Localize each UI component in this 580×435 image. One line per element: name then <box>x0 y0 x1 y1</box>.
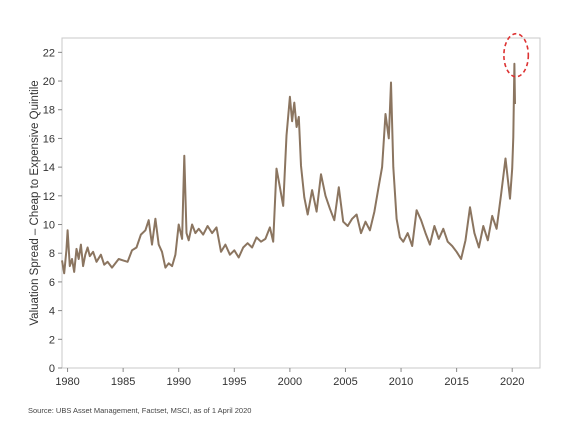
y-tick-label: 0 <box>49 363 55 375</box>
chart-axes <box>61 37 541 369</box>
y-tick-label: 10 <box>43 220 55 232</box>
y-tick-label: 4 <box>49 306 55 318</box>
y-axis-label: Valuation Spread – Cheap to Expensive Qu… <box>29 80 41 325</box>
x-tick-label: 1980 <box>55 376 79 388</box>
plot-frame <box>61 37 541 369</box>
y-tick-label: 6 <box>49 277 55 289</box>
x-tick-label: 1995 <box>222 376 246 388</box>
x-axis-ticks: 1980 1985 1990 1995 2000 2005 2010 2015 2020 <box>55 368 524 388</box>
x-tick-label: 1990 <box>166 376 190 388</box>
x-tick-label: 2010 <box>389 376 413 388</box>
y-axis-ticks: 0 2 4 6 8 10 12 14 16 18 20 22 <box>43 47 62 375</box>
y-tick-label: 8 <box>49 248 55 260</box>
annotation-group <box>503 32 530 78</box>
y-tick-label: 22 <box>43 47 55 59</box>
y-tick-label: 16 <box>43 133 55 145</box>
highlight-ellipse <box>503 32 530 78</box>
y-tick-label: 18 <box>43 105 55 117</box>
y-tick-label: 20 <box>43 76 55 88</box>
x-tick-label: 2000 <box>278 376 302 388</box>
series-line <box>61 62 516 275</box>
y-tick-label: 2 <box>49 334 55 346</box>
y-tick-label: 14 <box>43 162 55 174</box>
x-tick-label: 2020 <box>500 376 524 388</box>
y-tick-label: 12 <box>43 191 55 203</box>
x-tick-label: 2005 <box>333 376 357 388</box>
series-group <box>61 62 516 275</box>
x-tick-label: 2015 <box>444 376 468 388</box>
source-note: Source: UBS Asset Management, Factset, M… <box>28 406 252 415</box>
x-tick-label: 1985 <box>111 376 135 388</box>
